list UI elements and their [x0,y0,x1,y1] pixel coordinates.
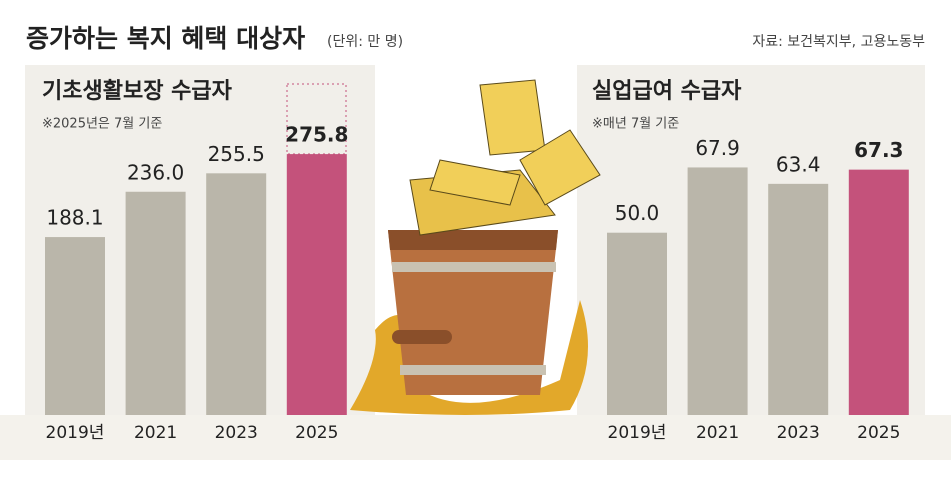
x-tick-label: 2021 [696,423,739,443]
x-tick-label: 2025 [295,423,338,443]
bar [45,237,105,415]
x-tick-label: 2021 [134,423,177,443]
label-strip [0,415,951,460]
value-label: 275.8 [285,123,348,147]
bucket-illustration [350,79,601,415]
x-tick-label: 2023 [777,423,820,443]
x-tick-label: 2019년 [608,423,667,443]
chart-title: 실업급여 수급자 [592,79,742,104]
value-label: 63.4 [776,152,821,176]
value-label: 255.5 [208,142,265,166]
x-tick-label: 2019년 [46,423,105,443]
value-label: 67.9 [695,136,740,160]
bar [206,173,267,415]
bar [125,191,186,415]
bar [607,232,667,415]
bar [687,167,748,415]
chart-note: ※2025년은 7월 기준 [42,117,162,132]
page-title: 증가하는 복지 혜택 대상자 [26,24,305,53]
x-tick-label: 2023 [215,423,258,443]
bar [768,183,829,415]
unit: (단위: 만 명) [327,34,403,50]
source: 자료: 보건복지부, 고용노동부 [752,34,925,50]
chart-note: ※매년 7월 기준 [592,117,679,132]
value-label: 236.0 [127,160,184,184]
bar [848,169,909,415]
value-label: 188.1 [46,206,103,230]
chart-title: 기초생활보장 수급자 [42,79,233,104]
bar [286,154,347,416]
value-label: 67.3 [854,138,903,162]
x-tick-label: 2025 [857,423,900,443]
value-label: 50.0 [615,201,660,225]
